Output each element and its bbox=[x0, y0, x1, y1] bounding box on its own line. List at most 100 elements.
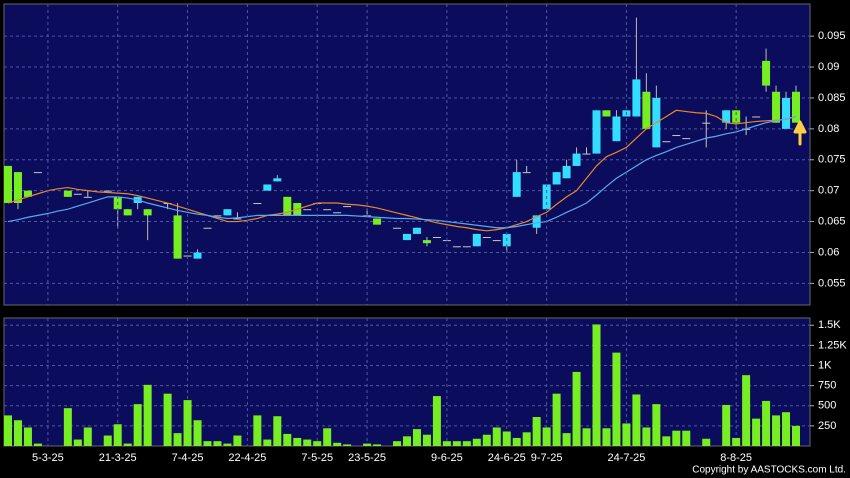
candle-body bbox=[662, 141, 671, 143]
candle-body bbox=[233, 218, 242, 220]
candle-body bbox=[73, 193, 82, 195]
candle-body bbox=[572, 153, 581, 166]
volume-bar bbox=[562, 433, 571, 446]
moving-average-line bbox=[7, 109, 797, 232]
volume-bar bbox=[552, 393, 561, 446]
candle-body bbox=[522, 172, 531, 174]
candle-body bbox=[432, 237, 441, 239]
volume-bar bbox=[732, 437, 741, 446]
volume-bar bbox=[373, 444, 382, 446]
volume-bar bbox=[652, 404, 661, 446]
volume-bar bbox=[163, 393, 172, 446]
volume-bar bbox=[622, 423, 631, 446]
y-tick-label: 1.25K bbox=[818, 339, 847, 351]
volume-bar bbox=[173, 433, 182, 446]
volume-bar bbox=[333, 442, 342, 446]
candle-body bbox=[582, 153, 591, 155]
volume-bar bbox=[133, 404, 142, 446]
candle-body bbox=[592, 110, 601, 154]
y-tick-label: 0.075 bbox=[818, 154, 846, 166]
candle-body bbox=[123, 209, 132, 216]
candle-body bbox=[173, 215, 182, 259]
volume-bar bbox=[73, 439, 82, 446]
candle-body bbox=[452, 246, 461, 248]
volume-bar bbox=[432, 396, 441, 446]
arrow-annotation bbox=[793, 120, 807, 146]
volume-bar bbox=[472, 438, 481, 446]
volume-bar bbox=[512, 437, 521, 446]
volume-bar bbox=[642, 427, 651, 446]
candle-body bbox=[323, 209, 332, 211]
y-tick-label: 0.09 bbox=[818, 61, 839, 73]
volume-bar bbox=[313, 441, 322, 446]
candle-body bbox=[343, 206, 352, 208]
volume-bar bbox=[582, 428, 591, 446]
y-tick-label: 1.5K bbox=[818, 319, 841, 331]
x-tick-label: 7-4-25 bbox=[172, 452, 204, 464]
volume-bar bbox=[682, 430, 691, 446]
candle-body bbox=[23, 190, 32, 197]
volume-bar bbox=[482, 434, 491, 446]
candle-body bbox=[203, 227, 212, 229]
volume-bar bbox=[193, 420, 202, 446]
candle-body bbox=[422, 240, 431, 244]
volume-bar bbox=[323, 428, 332, 446]
volume-bar bbox=[213, 441, 222, 446]
volume-bar bbox=[223, 443, 232, 446]
x-tick-label: 24-7-25 bbox=[607, 452, 645, 464]
volume-bar bbox=[702, 438, 711, 446]
volume-bar bbox=[632, 394, 641, 446]
candle-body bbox=[83, 196, 92, 198]
candle-body bbox=[602, 110, 611, 117]
candle-body bbox=[303, 209, 312, 211]
candle-body bbox=[253, 203, 262, 205]
volume-bar bbox=[542, 427, 551, 446]
volume-bar bbox=[143, 384, 152, 446]
x-tick-label: 9-6-25 bbox=[431, 452, 463, 464]
candle-body bbox=[772, 91, 781, 123]
x-tick-label: 8-8-25 bbox=[720, 452, 752, 464]
candle-body bbox=[722, 110, 731, 123]
volume-bar bbox=[83, 427, 92, 446]
volume-bar bbox=[283, 433, 292, 446]
y-tick-label: 0.055 bbox=[818, 277, 846, 289]
volume-bar bbox=[263, 439, 272, 446]
volume-bar bbox=[183, 400, 192, 446]
volume-bar bbox=[522, 432, 531, 446]
x-tick-label: 7-5-25 bbox=[301, 452, 333, 464]
volume-bar bbox=[612, 352, 621, 446]
candle-body bbox=[283, 196, 292, 216]
x-tick-label: 22-4-25 bbox=[228, 452, 266, 464]
candle-body bbox=[752, 116, 761, 118]
candle-body bbox=[103, 190, 112, 192]
candle-body bbox=[672, 135, 681, 137]
volume-bar bbox=[502, 431, 511, 446]
moving-average-line bbox=[7, 115, 797, 229]
volume-bar bbox=[602, 428, 611, 446]
candle-body bbox=[792, 91, 800, 123]
volume-bar bbox=[672, 430, 681, 446]
price-panel bbox=[3, 3, 811, 306]
candle-body bbox=[472, 233, 481, 247]
candle-body bbox=[4, 165, 12, 204]
candle-body bbox=[702, 122, 711, 124]
candle-body bbox=[213, 215, 222, 217]
y-tick-label: 0.08 bbox=[818, 123, 839, 135]
volume-bar bbox=[782, 412, 791, 446]
volume-bar bbox=[742, 375, 751, 446]
candle-body bbox=[492, 240, 501, 242]
candle-body bbox=[732, 110, 741, 123]
candle-body bbox=[273, 178, 282, 182]
y-tick-label: 1K bbox=[818, 359, 832, 371]
x-tick-label: 9-7-25 bbox=[531, 452, 563, 464]
y-tick-label: 500 bbox=[818, 400, 836, 412]
plot-layer: 0.055 0.06 0.065 0.07 0.075 0.08 0.085 0.09 0.09… bbox=[4, 4, 847, 464]
volume-bar bbox=[293, 437, 302, 446]
volume-bar bbox=[393, 441, 402, 446]
volume-bar bbox=[662, 436, 671, 446]
candle-body bbox=[412, 227, 421, 234]
volume-bar bbox=[572, 371, 581, 446]
candle-body bbox=[63, 190, 72, 197]
volume-bar bbox=[772, 415, 781, 446]
